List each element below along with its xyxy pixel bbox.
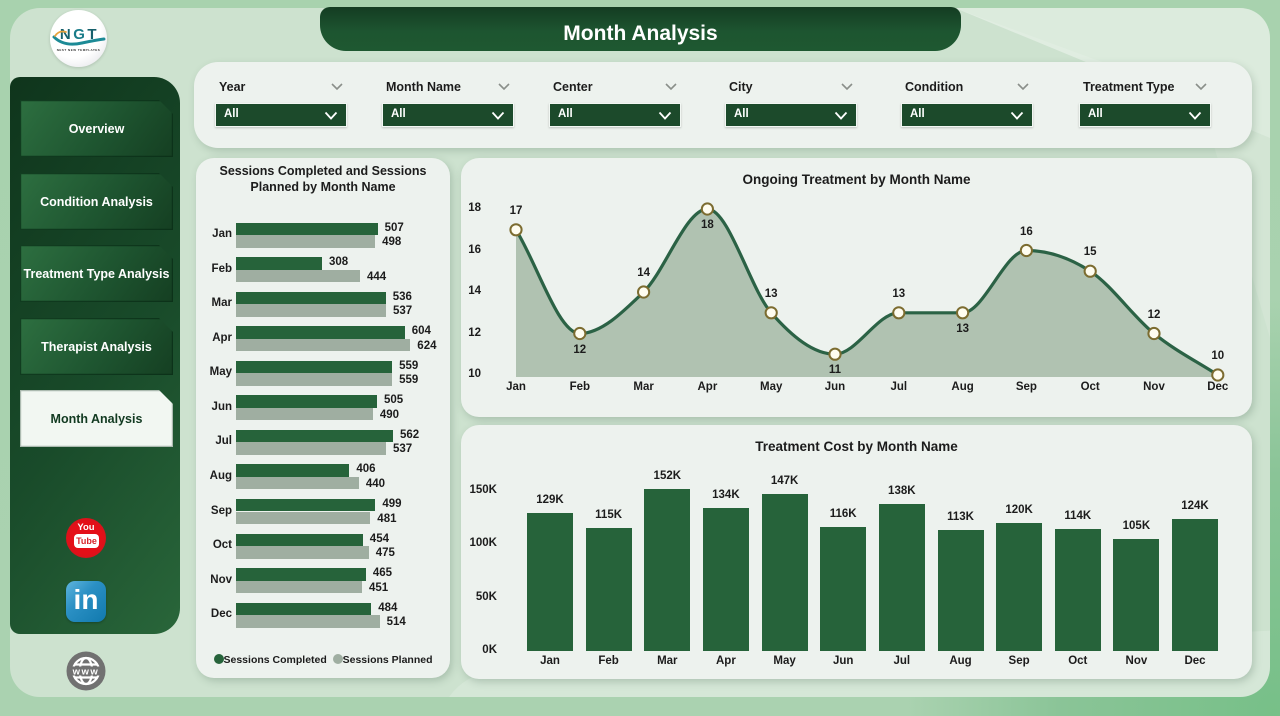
- svg-text:www: www: [72, 667, 100, 678]
